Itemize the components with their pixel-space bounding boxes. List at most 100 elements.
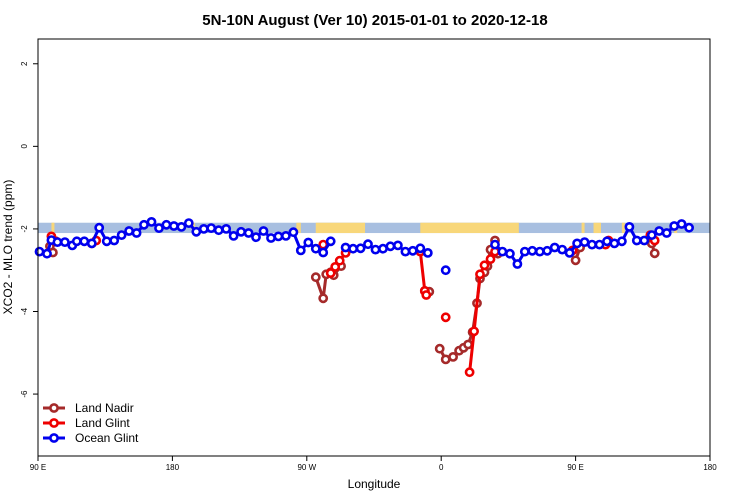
data-point (94, 222, 105, 233)
data-point (519, 246, 530, 257)
data-point (334, 255, 345, 266)
data-point (325, 236, 336, 247)
data-point (198, 223, 209, 234)
data-point (154, 223, 164, 233)
data-point (116, 230, 127, 240)
data-point (609, 238, 620, 249)
data-point (213, 225, 224, 236)
data-point (191, 226, 202, 237)
data-point (330, 261, 341, 272)
y-tick-label: 0 (20, 144, 29, 149)
data-point (422, 247, 433, 258)
data-point (60, 237, 70, 247)
data-point (527, 245, 538, 256)
data-point (617, 236, 627, 247)
data-point (221, 223, 232, 234)
data-point (440, 312, 451, 323)
data-point (168, 221, 179, 231)
data-point (469, 326, 479, 337)
data-point (475, 269, 485, 280)
x-tick-label: 180 (166, 463, 180, 472)
data-point (464, 367, 475, 378)
data-point (490, 239, 500, 250)
x-axis: 90 E 180 90 W 0 90 E 180 (30, 456, 717, 472)
data-point (71, 236, 82, 247)
data-point (243, 228, 254, 238)
data-point (497, 246, 508, 257)
x-tick-label: 90 E (567, 463, 583, 472)
data-point (124, 226, 135, 236)
data-point (280, 230, 291, 241)
legend-label: Ocean Glint (75, 431, 139, 445)
legend-label: Land Nadir (75, 401, 134, 415)
data-point (251, 232, 261, 243)
data-point (52, 237, 63, 247)
data-point (318, 293, 329, 304)
data-point (542, 245, 553, 256)
data-point (161, 219, 172, 230)
data-point (557, 244, 568, 255)
data-point (288, 227, 299, 238)
data-point (440, 354, 451, 365)
legend-item: Land Nadir (43, 401, 134, 415)
data-point (649, 248, 660, 259)
legend-marker (49, 403, 59, 413)
data-point (676, 219, 687, 229)
data-point (572, 238, 582, 249)
data-point (646, 230, 657, 240)
data-point (109, 235, 120, 246)
data-point (363, 239, 373, 250)
data-point (479, 260, 490, 271)
x-tick-label: 0 (439, 463, 444, 472)
y-axis-label: XCO2 - MLO trend (ppm) (1, 180, 15, 315)
y-tick-label: -4 (20, 307, 29, 315)
data-point (549, 242, 560, 253)
data-point (407, 245, 418, 256)
y-axis: 2 0 -2 -4 -6 (20, 61, 38, 398)
land-segment (296, 222, 301, 234)
data-point (400, 246, 411, 257)
data-point (463, 339, 473, 350)
data-point (258, 226, 269, 236)
data-point (355, 243, 366, 254)
legend-item: Land Glint (43, 416, 130, 430)
y-tick-label: -2 (20, 225, 29, 233)
data-point (266, 233, 276, 243)
series-layer (34, 216, 694, 378)
data-point (370, 244, 381, 255)
data-point (624, 221, 635, 232)
data-point (570, 255, 581, 266)
data-point (434, 343, 445, 354)
data-point (654, 226, 665, 236)
data-point (236, 226, 246, 237)
legend-marker (49, 433, 59, 443)
data-point (504, 248, 515, 259)
data-point (318, 247, 329, 258)
x-axis-label: Longitude (348, 477, 401, 491)
data-point (639, 235, 650, 246)
data-point (131, 228, 142, 238)
data-point (86, 238, 97, 249)
x-tick-label: 90 E (30, 463, 46, 472)
data-point (228, 230, 239, 241)
data-point (206, 223, 217, 233)
x-tick-label: 90 W (297, 463, 316, 472)
land-segment (581, 222, 585, 234)
data-point (146, 216, 157, 227)
data-point (392, 240, 403, 251)
data-point (183, 218, 194, 228)
data-point (485, 254, 496, 264)
chart-title: 5N-10N August (Ver 10) 2015-01-01 to 202… (202, 12, 547, 29)
data-point (295, 245, 306, 256)
land-segment (593, 222, 601, 234)
data-point (348, 243, 358, 254)
data-point (176, 221, 187, 232)
data-point (310, 243, 321, 254)
land-segment (51, 222, 55, 234)
data-point (631, 235, 642, 246)
data-point (303, 237, 314, 248)
data-point (101, 236, 112, 247)
data-point (139, 219, 149, 230)
data-point (534, 246, 545, 257)
